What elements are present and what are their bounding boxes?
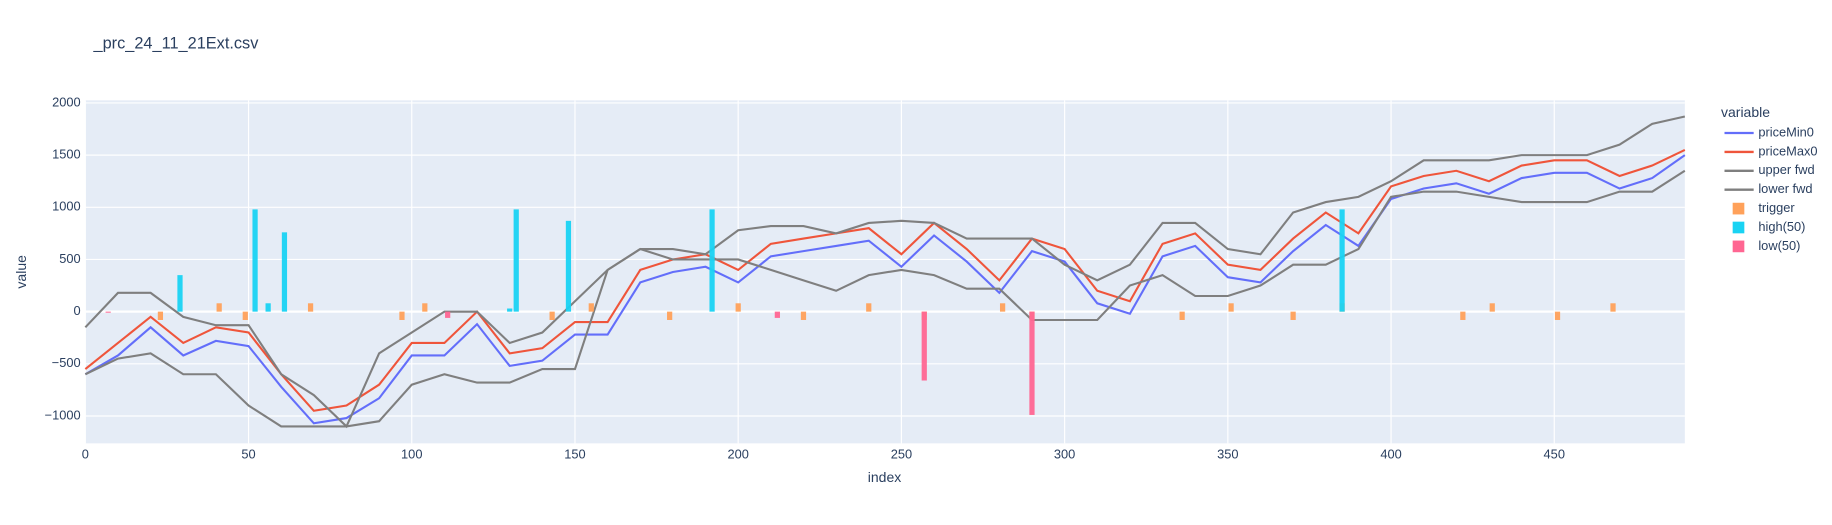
bar (709, 209, 715, 312)
bar (1029, 311, 1035, 415)
legend-swatch (1732, 202, 1745, 215)
x-tick-label: 50 (241, 446, 255, 461)
line-series (84, 115, 1686, 429)
bar (1228, 303, 1234, 312)
y-tick-label: 500 (59, 251, 80, 266)
line-series (84, 148, 1686, 412)
bar (216, 303, 222, 312)
bar (157, 311, 164, 320)
bar (265, 303, 271, 312)
y-tick-label: 1500 (52, 147, 81, 162)
bar (177, 275, 183, 312)
bar (507, 308, 513, 312)
bar (513, 209, 519, 312)
bar (588, 303, 594, 312)
bar (1460, 311, 1466, 320)
legend-label: priceMax0 (1758, 143, 1817, 158)
bar (422, 303, 428, 312)
legend-label: low(50) (1758, 238, 1800, 253)
x-tick-label: 300 (1054, 446, 1075, 461)
bar (1179, 311, 1185, 320)
bar (866, 303, 872, 312)
x-tick-label: 150 (564, 446, 585, 461)
bar (242, 311, 248, 320)
legend-swatch (1732, 221, 1745, 234)
x-tick-label: 350 (1217, 446, 1238, 461)
x-tick-label: 100 (401, 446, 422, 461)
x-tick-label: 450 (1544, 446, 1565, 461)
bar (252, 209, 258, 312)
y-tick-label: 2000 (52, 94, 81, 109)
line-series (84, 169, 1686, 428)
y-tick-label: 1000 (52, 199, 81, 214)
bar (800, 311, 807, 320)
y-axis-title: value (13, 255, 29, 289)
legend-swatch (1732, 240, 1745, 253)
bar (565, 220, 572, 312)
x-tick-label: 250 (891, 446, 912, 461)
bar (307, 303, 314, 312)
bar (1339, 209, 1345, 312)
bar (921, 311, 927, 381)
legend-label: upper fwd (1758, 162, 1814, 177)
bar (667, 311, 673, 320)
bar (735, 303, 741, 312)
legend-label: high(50) (1758, 219, 1805, 234)
bar (549, 311, 555, 320)
x-tick-label: 0 (82, 446, 89, 461)
legend-label: trigger (1758, 200, 1795, 215)
bar (1489, 303, 1495, 312)
bar (1554, 311, 1561, 320)
legend-label: lower fwd (1758, 181, 1812, 196)
legend-title: variable (1721, 104, 1770, 120)
y-tick-label: −500 (52, 355, 81, 370)
x-axis-title: index (868, 469, 901, 485)
x-tick-label: 200 (727, 446, 748, 461)
chart-title: _prc_24_11_21Ext.csv (92, 35, 259, 53)
bar (774, 311, 780, 318)
x-tick-label: 400 (1380, 446, 1401, 461)
y-tick-label: −1000 (45, 407, 81, 422)
y-tick-label: 0 (74, 303, 81, 318)
bar (399, 311, 405, 320)
bar (281, 232, 288, 312)
bar (445, 311, 451, 318)
bar (105, 311, 111, 313)
bar (1290, 311, 1296, 320)
legend-label: priceMin0 (1758, 124, 1814, 139)
bar (999, 303, 1006, 312)
bar (1610, 303, 1616, 312)
